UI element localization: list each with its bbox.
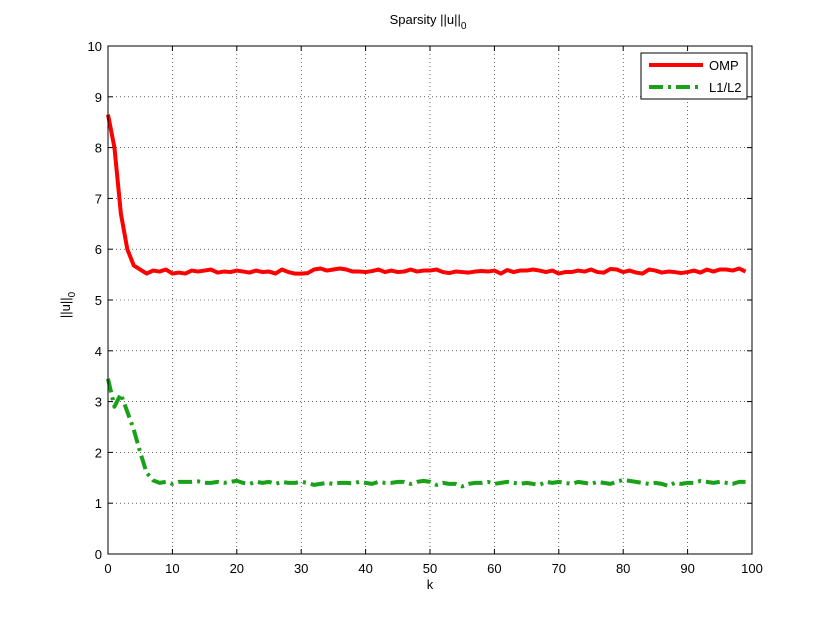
x-tick-label: 100 — [741, 561, 763, 576]
legend: OMP L1/L2 — [640, 52, 748, 100]
chart-title: Sparsity ||u||0 — [390, 12, 467, 32]
x-tick-label: 10 — [165, 561, 179, 576]
legend-label-l1l2: L1/L2 — [709, 80, 742, 95]
series-line-omp — [106, 114, 747, 276]
y-tick-label: 5 — [95, 293, 102, 308]
x-tick-label: 80 — [616, 561, 630, 576]
x-tick-label: 90 — [680, 561, 694, 576]
x-tick-label: 60 — [487, 561, 501, 576]
y-tick-label: 2 — [95, 445, 102, 460]
x-tick-label: 70 — [552, 561, 566, 576]
y-tick-label: 0 — [95, 547, 102, 562]
series-lines — [106, 114, 747, 489]
x-tick-label: 20 — [230, 561, 244, 576]
y-tick-label: 7 — [95, 191, 102, 206]
x-tick-label: 30 — [294, 561, 308, 576]
y-tick-label: 9 — [95, 90, 102, 105]
y-tick-label: 4 — [95, 344, 102, 359]
y-tick-label: 8 — [95, 141, 102, 156]
x-tick-label: 0 — [104, 561, 111, 576]
legend-label-omp: OMP — [709, 58, 739, 73]
y-tick-label: 6 — [95, 242, 102, 257]
y-tick-label: 10 — [88, 39, 102, 54]
series-line-l1l2 — [106, 378, 746, 489]
x-axis-label: k — [427, 577, 434, 592]
y-tick-label: 1 — [95, 496, 102, 511]
x-ticks: 0 10 20 30 40 50 60 70 80 90 100 — [104, 46, 763, 576]
x-tick-label: 50 — [423, 561, 437, 576]
x-tick-label: 40 — [358, 561, 372, 576]
legend-box — [640, 52, 748, 100]
y-ticks: 0 1 2 3 4 5 6 7 8 9 10 — [88, 39, 752, 562]
y-tick-label: 3 — [95, 395, 102, 410]
y-axis-label: ||u||0 — [58, 291, 78, 318]
